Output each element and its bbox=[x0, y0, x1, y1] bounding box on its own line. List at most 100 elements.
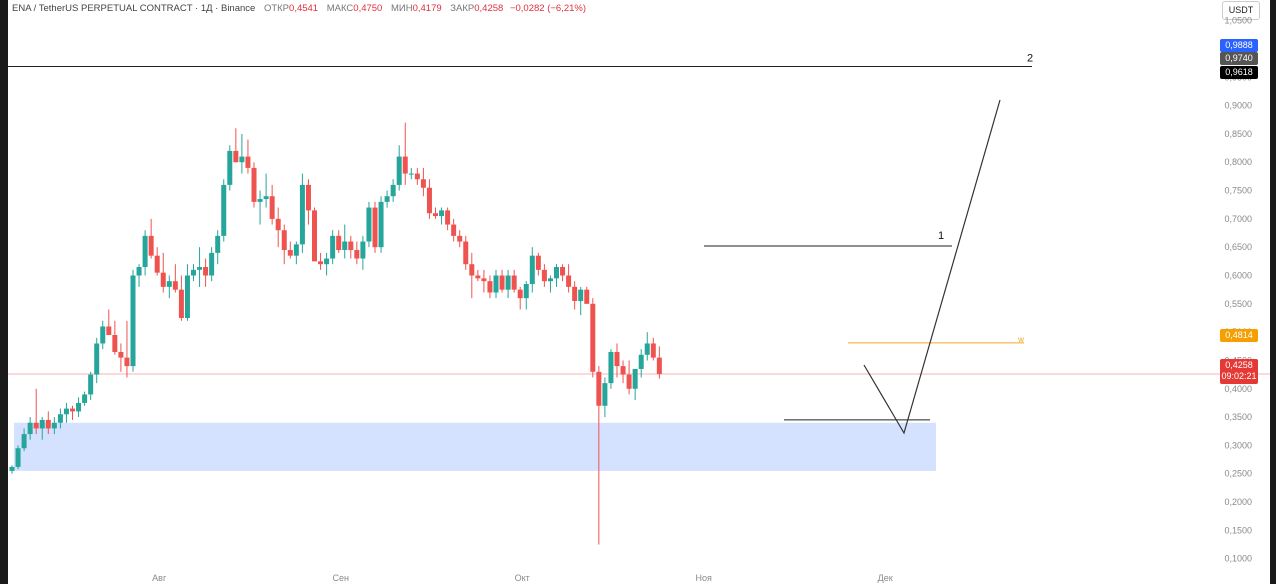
candle-up bbox=[632, 368, 638, 401]
candle-up bbox=[215, 230, 221, 265]
candle-down bbox=[154, 247, 160, 276]
candle-up bbox=[578, 286, 584, 316]
candle-body bbox=[293, 244, 299, 256]
candle-down bbox=[566, 264, 572, 293]
candle-up bbox=[239, 133, 245, 174]
candle-body bbox=[433, 213, 438, 217]
candle-body bbox=[632, 368, 638, 389]
candle-body bbox=[112, 334, 118, 352]
candle-body bbox=[360, 241, 366, 259]
candle-up bbox=[342, 224, 348, 259]
line-1-label: 1 bbox=[938, 230, 944, 242]
candle-body bbox=[142, 235, 148, 268]
demand-zone bbox=[14, 422, 936, 471]
candle-body bbox=[39, 419, 45, 429]
candle-down bbox=[106, 309, 112, 335]
candle-down bbox=[112, 320, 118, 355]
candle-up bbox=[197, 247, 203, 287]
candle-body bbox=[330, 235, 336, 259]
candle-up bbox=[602, 377, 608, 418]
candle-body bbox=[602, 383, 608, 406]
candle-body bbox=[57, 414, 63, 423]
candle-body bbox=[342, 241, 348, 251]
screen-border-left bbox=[0, 0, 8, 584]
candle-down bbox=[245, 139, 251, 174]
y-tick-label: 0,7500 bbox=[1224, 186, 1252, 196]
candle-body bbox=[197, 267, 203, 270]
candle-down bbox=[45, 411, 51, 435]
candle-up bbox=[439, 207, 445, 225]
candle-body bbox=[130, 275, 136, 367]
candle-body bbox=[626, 374, 632, 389]
symbol-name[interactable]: ENA / TetherUS PERPETUAL CONTRACT · 1Д ·… bbox=[12, 3, 256, 14]
candle-body bbox=[15, 448, 21, 467]
candle-body bbox=[88, 374, 94, 395]
candle-body bbox=[414, 173, 420, 180]
candle-down bbox=[420, 167, 426, 197]
candle-body bbox=[312, 210, 317, 262]
candle-body bbox=[445, 210, 451, 225]
candle-body bbox=[287, 250, 293, 256]
screen-border-right bbox=[1270, 0, 1276, 584]
candle-up bbox=[51, 417, 57, 435]
candle-countdown: 09:02:21 bbox=[1221, 371, 1257, 381]
candle-up bbox=[378, 196, 384, 253]
candle-body bbox=[596, 371, 602, 406]
candle-up bbox=[608, 349, 614, 389]
candle-body bbox=[318, 261, 324, 265]
candle-down bbox=[614, 343, 620, 378]
candle-down bbox=[626, 360, 632, 395]
candle-body bbox=[76, 402, 82, 412]
y-tick-label: 0,7000 bbox=[1224, 214, 1252, 224]
candle-up bbox=[644, 332, 650, 361]
candle-body bbox=[396, 156, 402, 185]
candle-down bbox=[33, 388, 39, 435]
candle-body bbox=[63, 408, 69, 415]
candle-down bbox=[596, 366, 602, 545]
candle-up bbox=[184, 264, 190, 321]
candle-body bbox=[269, 196, 275, 219]
candle-body bbox=[305, 184, 311, 211]
candle-up bbox=[366, 201, 372, 248]
candle-body bbox=[584, 289, 590, 304]
candle-body bbox=[336, 235, 342, 251]
candle-down bbox=[620, 360, 626, 384]
candle-down bbox=[287, 241, 293, 259]
candle-body bbox=[590, 303, 596, 372]
candle-up bbox=[39, 417, 45, 440]
candle-body bbox=[572, 286, 578, 301]
close-value: 0,4258 bbox=[474, 3, 504, 14]
candle-up bbox=[94, 337, 100, 384]
candle-body bbox=[372, 207, 378, 248]
candle-up bbox=[27, 417, 33, 440]
candle-body bbox=[257, 199, 263, 202]
candle-down bbox=[560, 264, 566, 282]
candle-body bbox=[638, 354, 644, 369]
candle-body bbox=[21, 434, 27, 449]
candle-down bbox=[269, 184, 275, 225]
candle-down bbox=[203, 258, 209, 287]
candle-body bbox=[529, 255, 535, 285]
candle-up bbox=[324, 252, 330, 276]
candle-body bbox=[439, 210, 445, 217]
candle-down bbox=[541, 264, 547, 287]
candle-down bbox=[178, 275, 184, 321]
candle-up bbox=[130, 269, 136, 372]
candle-up bbox=[408, 167, 414, 180]
candle-body bbox=[408, 173, 414, 175]
alert-price-tag: 0,4814 bbox=[1220, 329, 1258, 342]
candle-up bbox=[21, 428, 27, 452]
candle-down bbox=[336, 230, 342, 253]
candle-body bbox=[554, 267, 559, 279]
price-tag-top-1: 0,9888 bbox=[1220, 39, 1258, 52]
candle-down bbox=[535, 252, 541, 276]
currency-selector[interactable]: USDT bbox=[1222, 1, 1260, 20]
candle-down bbox=[354, 241, 360, 265]
candle-body bbox=[215, 235, 221, 253]
candle-up bbox=[88, 371, 94, 401]
y-tick-label: 0,3000 bbox=[1224, 440, 1252, 450]
candle-up bbox=[166, 275, 172, 299]
candle-body bbox=[118, 351, 124, 358]
y-tick-label: 0,6000 bbox=[1224, 271, 1252, 281]
